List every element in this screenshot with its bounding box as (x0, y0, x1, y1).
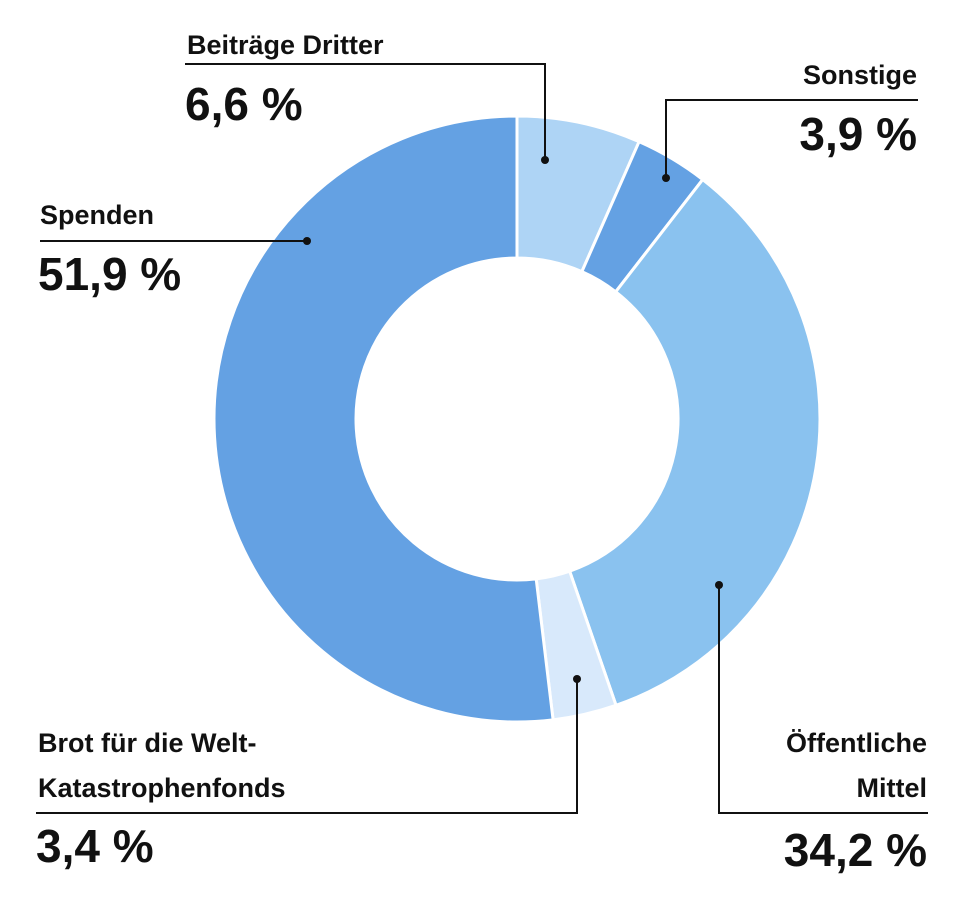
label-beitraege-dritter: Beiträge Dritter 6,6 % (185, 30, 549, 164)
label-name-oeffentliche-line2: Mittel (857, 773, 928, 803)
label-brot-fuer-die-welt: Brot für die Welt- Katastrophenfonds 3,4… (36, 675, 581, 872)
leader-dot-spenden (303, 237, 311, 245)
leader-line-brot-fuer-die-welt (36, 679, 578, 814)
leader-dot-beitraege-dritter (541, 156, 549, 164)
label-value-brot-fuer-die-welt: 3,4 % (36, 820, 154, 872)
label-spenden: Spenden 51,9 % (38, 200, 311, 300)
label-oeffentliche-mittel: Öffentliche Mittel 34,2 % (715, 581, 928, 876)
label-value-sonstige: 3,9 % (799, 108, 917, 160)
label-sonstige: Sonstige 3,9 % (662, 60, 918, 182)
leader-line-oeffentliche-mittel (718, 585, 928, 814)
label-name-brot-line1: Brot für die Welt- (38, 728, 257, 758)
leader-line-beitraege-dritter (185, 63, 546, 160)
label-name-spenden: Spenden (40, 200, 154, 230)
donut-slices (212, 114, 822, 724)
label-name-sonstige: Sonstige (803, 60, 917, 90)
label-name-beitraege-dritter: Beiträge Dritter (187, 30, 384, 60)
leader-dot-sonstige (662, 174, 670, 182)
label-value-beitraege-dritter: 6,6 % (185, 78, 303, 130)
label-name-oeffentliche-line1: Öffentliche (786, 728, 927, 758)
leader-dot-oeffentliche-mittel (715, 581, 723, 589)
label-value-spenden: 51,9 % (38, 248, 181, 300)
slice-oeffentliche-mittel (568, 178, 822, 707)
label-name-brot-line2: Katastrophenfonds (38, 773, 286, 803)
leader-dot-brot-fuer-die-welt (573, 675, 581, 683)
leader-line-sonstige (665, 99, 918, 178)
slice-spenden (212, 114, 555, 724)
label-value-oeffentliche-mittel: 34,2 % (784, 824, 927, 876)
